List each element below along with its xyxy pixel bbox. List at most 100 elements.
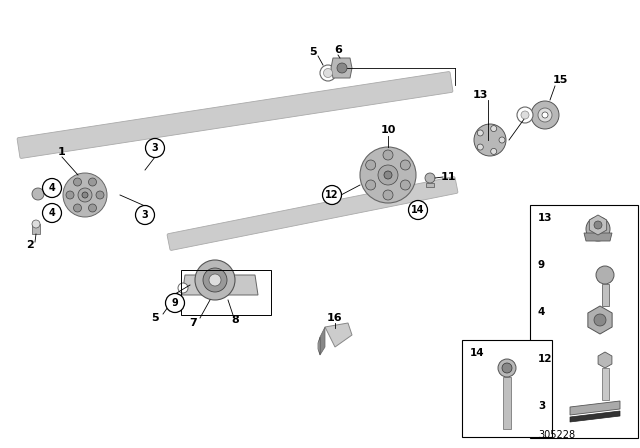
Circle shape <box>323 185 342 204</box>
Circle shape <box>491 125 497 132</box>
Polygon shape <box>584 233 612 241</box>
Circle shape <box>136 206 154 224</box>
Text: 6: 6 <box>334 45 342 55</box>
Circle shape <box>195 260 235 300</box>
Circle shape <box>323 69 333 78</box>
Polygon shape <box>318 337 320 355</box>
Circle shape <box>166 293 184 313</box>
Bar <box>426 183 434 187</box>
Circle shape <box>42 203 61 223</box>
Polygon shape <box>325 323 352 347</box>
Text: 2: 2 <box>26 240 34 250</box>
Text: 14: 14 <box>470 348 484 358</box>
Polygon shape <box>182 275 258 295</box>
Circle shape <box>383 190 393 200</box>
Circle shape <box>401 180 410 190</box>
Circle shape <box>594 221 602 229</box>
Text: 12: 12 <box>538 354 552 364</box>
Text: 305228: 305228 <box>538 430 575 440</box>
Circle shape <box>500 369 506 375</box>
Circle shape <box>521 111 529 119</box>
Circle shape <box>508 369 513 375</box>
Circle shape <box>88 178 97 186</box>
Circle shape <box>384 171 392 179</box>
Circle shape <box>360 147 416 203</box>
Text: 9: 9 <box>172 298 179 308</box>
Circle shape <box>594 314 606 326</box>
Text: 14: 14 <box>412 205 425 215</box>
Polygon shape <box>331 58 352 78</box>
Circle shape <box>498 359 516 377</box>
Circle shape <box>32 188 44 200</box>
Circle shape <box>474 124 506 156</box>
Text: 12: 12 <box>325 190 339 200</box>
Circle shape <box>178 283 188 293</box>
Text: 10: 10 <box>380 125 396 135</box>
Circle shape <box>508 362 513 367</box>
Text: 15: 15 <box>552 75 568 85</box>
Text: 11: 11 <box>440 172 456 182</box>
Circle shape <box>477 144 483 150</box>
Bar <box>602 368 609 400</box>
Text: 8: 8 <box>231 315 239 325</box>
Circle shape <box>504 360 510 366</box>
Bar <box>462 340 552 437</box>
Circle shape <box>596 266 614 284</box>
Circle shape <box>504 370 510 376</box>
Bar <box>32 224 40 234</box>
Circle shape <box>145 138 164 158</box>
Text: 5: 5 <box>309 47 317 57</box>
Polygon shape <box>588 306 612 334</box>
Polygon shape <box>570 411 620 422</box>
Polygon shape <box>570 401 620 415</box>
Text: 4: 4 <box>538 307 545 317</box>
Circle shape <box>365 160 376 170</box>
Text: 4: 4 <box>49 208 56 218</box>
Circle shape <box>531 101 559 129</box>
Circle shape <box>66 191 74 199</box>
Circle shape <box>42 178 61 198</box>
Bar <box>181 270 271 315</box>
Circle shape <box>209 274 221 286</box>
Circle shape <box>586 217 610 241</box>
Text: 7: 7 <box>189 318 197 328</box>
Circle shape <box>378 165 398 185</box>
Text: 3: 3 <box>152 143 158 153</box>
Polygon shape <box>589 215 607 235</box>
Circle shape <box>538 108 552 122</box>
Text: 1: 1 <box>58 147 66 157</box>
Text: 3: 3 <box>141 210 148 220</box>
Circle shape <box>337 63 347 73</box>
Circle shape <box>88 204 97 212</box>
Circle shape <box>32 220 40 228</box>
Bar <box>602 284 609 306</box>
Circle shape <box>365 180 376 190</box>
Circle shape <box>500 362 506 367</box>
Circle shape <box>74 178 81 186</box>
Circle shape <box>401 160 410 170</box>
FancyBboxPatch shape <box>17 72 453 159</box>
Circle shape <box>425 173 435 183</box>
Circle shape <box>320 65 336 81</box>
Circle shape <box>78 188 92 202</box>
Polygon shape <box>320 327 325 355</box>
Text: 4: 4 <box>49 183 56 193</box>
Circle shape <box>542 112 548 118</box>
Circle shape <box>203 268 227 292</box>
Text: 3: 3 <box>538 401 545 411</box>
FancyBboxPatch shape <box>167 177 458 250</box>
Circle shape <box>408 201 428 220</box>
Circle shape <box>499 137 505 143</box>
Circle shape <box>63 173 107 217</box>
Circle shape <box>499 365 505 371</box>
Polygon shape <box>598 352 612 368</box>
Bar <box>530 205 638 438</box>
Bar <box>503 377 511 429</box>
Circle shape <box>74 204 81 212</box>
Text: 9: 9 <box>538 260 545 270</box>
Circle shape <box>96 191 104 199</box>
Text: 13: 13 <box>538 213 552 223</box>
Circle shape <box>477 130 483 136</box>
Circle shape <box>502 363 512 373</box>
Text: 16: 16 <box>327 313 343 323</box>
